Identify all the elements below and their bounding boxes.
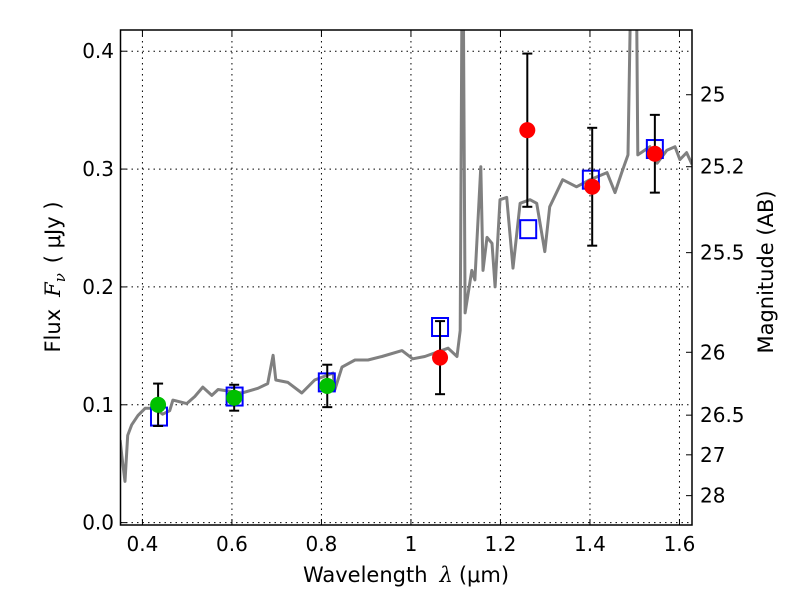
- right-tick-label: 28: [700, 484, 725, 508]
- plot-area: [120, 30, 692, 483]
- x-tick-label: 1.4: [574, 532, 606, 556]
- spectrum-line: [120, 30, 692, 483]
- data-point-photometry-nir: [646, 145, 663, 162]
- x-tick-label: 1.6: [664, 532, 696, 556]
- y-tick-label: 0.4: [82, 39, 114, 63]
- right-tick-label: 25.2: [700, 155, 745, 179]
- data-point-photometry-optical: [150, 396, 167, 413]
- x-tick-label: 0.4: [127, 532, 159, 556]
- x-tick-label: 0.6: [216, 532, 248, 556]
- data-point-photometry-nir: [519, 122, 536, 139]
- right-tick-label: 27: [700, 443, 725, 467]
- y-tick-label: 0.1: [82, 393, 114, 417]
- y-tick-label: 0.3: [82, 157, 114, 181]
- right-tick-label: 25: [700, 83, 725, 107]
- right-tick-label: 26.5: [700, 403, 745, 427]
- x-tick-label: 1: [405, 532, 418, 556]
- model-square: [519, 219, 538, 240]
- right-tick-label: 26: [700, 340, 725, 364]
- x-axis-label: Wavelength λ (μm): [303, 563, 509, 587]
- data-point-photometry-nir: [584, 178, 601, 195]
- data-point-photometry-nir: [432, 349, 449, 366]
- y-tick-label: 0.0: [82, 511, 114, 535]
- x-tick-label: 0.8: [306, 532, 338, 556]
- y-axis-label: FluxFν( μJy ): [41, 201, 69, 352]
- y-tick-label: 0.2: [82, 275, 114, 299]
- axes: 0.4 0.6 0.8 1 1.2 1.4 1.6 0.0 0.1 0.2 0.3 0.4 25 25.2…: [82, 30, 745, 556]
- right-axis-label: Magnitude (AB): [754, 190, 778, 353]
- data-point-photometry-optical: [319, 377, 336, 394]
- grid: [120, 30, 692, 525]
- plot-frame: [119, 29, 693, 526]
- data-point-photometry-optical: [226, 389, 243, 406]
- x-tick-label: 1.2: [485, 532, 517, 556]
- right-tick-label: 25.5: [700, 241, 745, 265]
